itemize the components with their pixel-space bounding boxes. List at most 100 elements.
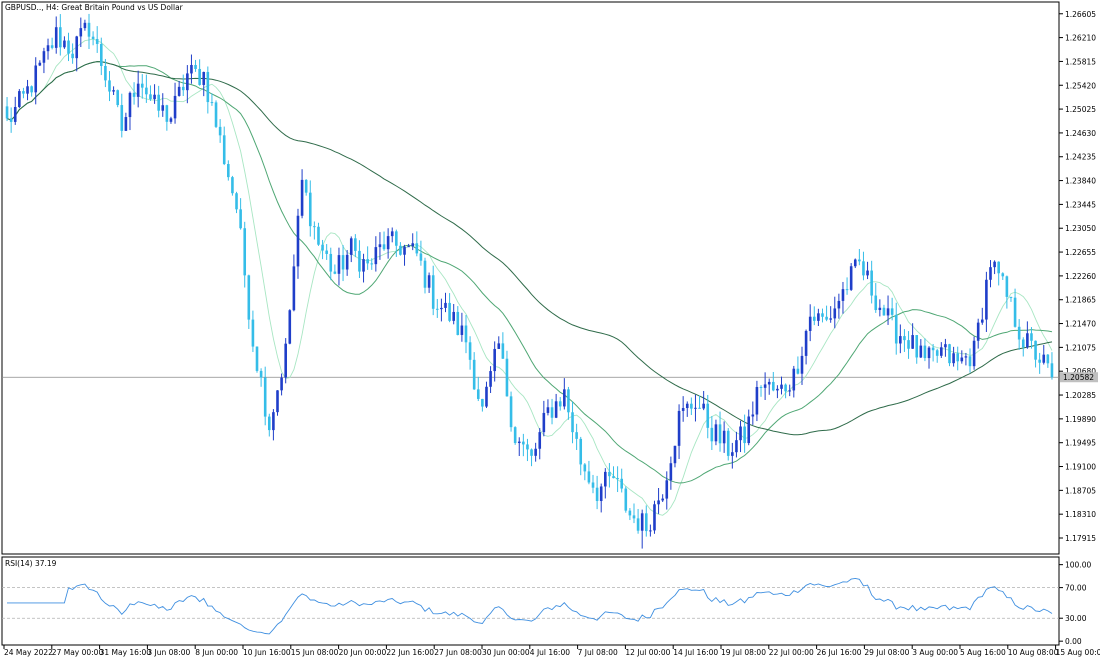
candle-body (1050, 363, 1054, 378)
candle-body (99, 43, 103, 66)
candle-body (972, 340, 976, 367)
candle-body (358, 250, 361, 272)
candle-body (640, 513, 644, 531)
candle-body (456, 311, 460, 335)
candle-body (284, 343, 287, 378)
candle-body (935, 350, 939, 356)
candle-body (177, 86, 181, 96)
candle-body (407, 246, 410, 248)
candle-body (1046, 354, 1050, 364)
candle-body (243, 228, 247, 276)
candle-body (894, 314, 898, 344)
candle-body (903, 336, 906, 341)
candle-body (124, 117, 128, 131)
candle-body (985, 279, 988, 320)
candle-body (472, 359, 476, 390)
candle-body (267, 416, 271, 431)
candle-body (202, 71, 206, 85)
candle-body (1042, 354, 1046, 363)
candle-body (522, 441, 525, 445)
candle-body (136, 83, 140, 97)
y-tick-label: 1.25815 (1065, 57, 1096, 66)
candle-body (63, 40, 66, 48)
candle-body (54, 27, 58, 48)
x-tick-label: 15 Aug 00:00 (1056, 648, 1100, 657)
candle-body (321, 244, 324, 251)
candle-body (448, 302, 451, 321)
x-tick-label: 19 Jul 08:00 (721, 648, 766, 657)
y-tick-label: 1.24630 (1065, 129, 1096, 138)
candle-body (944, 344, 947, 348)
candle-body (251, 319, 255, 347)
candle-body (804, 330, 808, 356)
candle-body (431, 275, 435, 309)
candle-body (276, 390, 279, 413)
candle-body (181, 86, 185, 91)
candle-body (899, 336, 902, 344)
candle-body (706, 403, 710, 428)
candle-body (218, 126, 222, 136)
y-tick-label: 1.19100 (1065, 463, 1096, 472)
candle-body (239, 209, 242, 229)
x-tick-label: 3 Aug 00:00 (912, 648, 958, 657)
y-tick-label: 1.24235 (1065, 153, 1096, 162)
candle-body (743, 426, 746, 444)
candle-body (874, 295, 878, 311)
candle-body (759, 386, 763, 388)
candle-body (112, 90, 115, 92)
candle-body (931, 347, 935, 351)
x-tick-label: 15 Jun 08:00 (291, 648, 339, 657)
candle-body (1030, 333, 1033, 341)
candle-body (206, 71, 210, 103)
candle-body (878, 307, 882, 311)
candle-body (374, 247, 378, 265)
candle-body (661, 498, 664, 501)
candle-body (571, 412, 574, 433)
candle-body (681, 408, 685, 411)
candle-body (325, 250, 328, 254)
candle-body (907, 340, 910, 349)
candle-body (837, 300, 841, 309)
candle-body (153, 94, 156, 100)
x-tick-label: 27 May 00:00 (52, 648, 104, 657)
candle-body (362, 259, 365, 272)
candle-body (833, 308, 837, 319)
candle-body (952, 353, 955, 364)
candle-body (95, 39, 99, 44)
candle-body (829, 318, 832, 320)
candle-body (1021, 339, 1025, 348)
candle-body (714, 424, 718, 442)
candle-body (550, 407, 554, 418)
y-tick-label: 1.25420 (1065, 81, 1096, 90)
y-tick-label: 1.22655 (1065, 248, 1096, 257)
candle-body (657, 500, 660, 505)
candle-body (370, 263, 374, 265)
candle-body (825, 316, 828, 320)
y-tick-label: 1.25025 (1065, 105, 1096, 114)
candle-body (30, 86, 33, 93)
candle-body (509, 396, 513, 428)
y-tick-label: 1.23445 (1065, 200, 1096, 209)
candle-body (845, 289, 849, 291)
candle-body (157, 94, 160, 111)
candle-body (976, 322, 980, 341)
candle-body (800, 355, 804, 374)
candle-body (128, 92, 132, 118)
x-tick-label: 12 Jul 00:00 (625, 648, 670, 657)
rsi-tick-label: 30.00 (1065, 614, 1087, 623)
candle-body (280, 377, 283, 391)
candle-body (1017, 326, 1021, 340)
candle-body (83, 22, 87, 29)
candle-body (108, 80, 111, 92)
rsi-line (7, 577, 1053, 635)
candle-body (694, 407, 697, 409)
candle-body (481, 398, 484, 407)
y-tick-label: 1.19890 (1065, 415, 1096, 424)
candle-body (308, 192, 312, 227)
candle-body (919, 345, 923, 358)
candle-body (1034, 340, 1037, 360)
candle-body (817, 313, 820, 321)
candle-body (866, 270, 869, 276)
